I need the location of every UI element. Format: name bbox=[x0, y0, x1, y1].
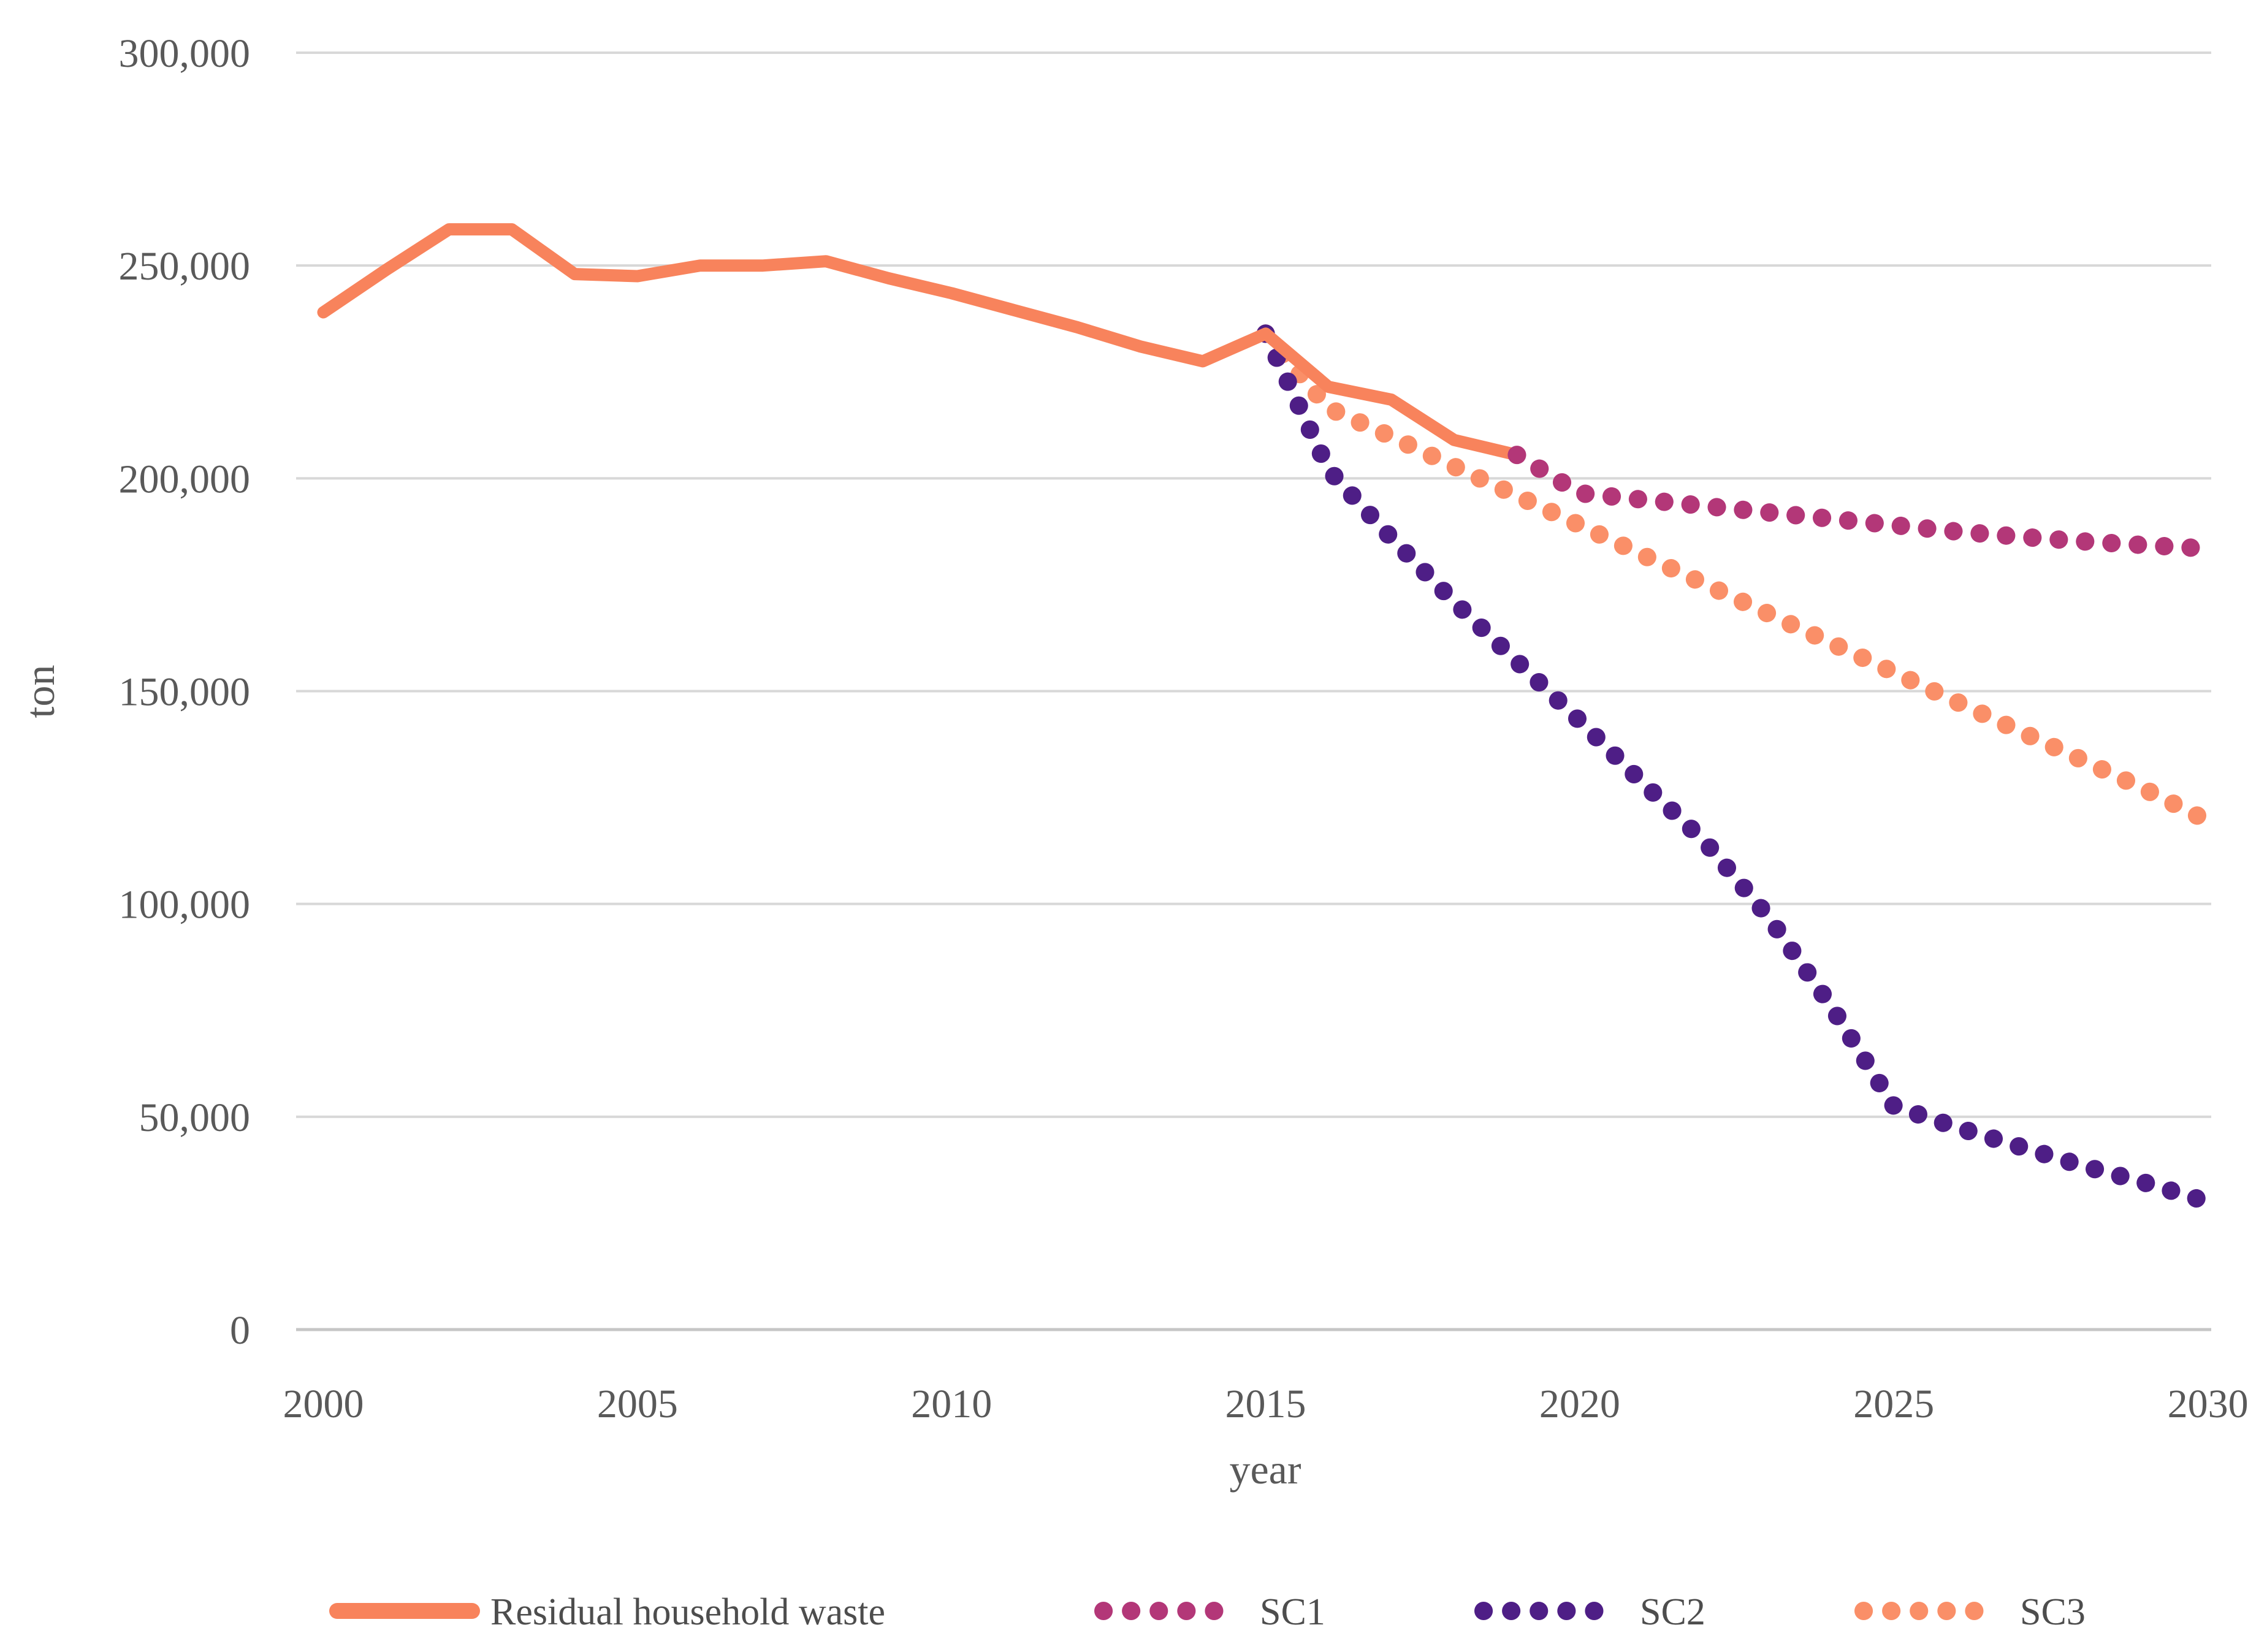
series-layer bbox=[317, 223, 2217, 1211]
series-line-sc3 bbox=[1256, 324, 2217, 831]
legend: Residual household waste SC1 SC2 SC3 bbox=[329, 1591, 2086, 1633]
x-tick-label-2030: 2030 bbox=[2168, 1382, 2248, 1426]
x-tick-label-2000: 2000 bbox=[283, 1382, 364, 1426]
y-tick-label-100,000: 100,000 bbox=[119, 883, 251, 927]
y-axis-title: ton bbox=[17, 665, 63, 718]
legend-label-sc3: SC3 bbox=[2020, 1591, 2086, 1633]
y-tick-label-0: 0 bbox=[230, 1308, 250, 1353]
x-tick-label-2005: 2005 bbox=[597, 1382, 678, 1426]
y-tick-label-250,000: 250,000 bbox=[119, 244, 251, 289]
legend-item-sc2: SC2 bbox=[1474, 1591, 1705, 1633]
series-line-sc1 bbox=[1507, 446, 2217, 558]
x-tick-label-2020: 2020 bbox=[1539, 1382, 1620, 1426]
legend-label-residual-household-waste: Residual household waste bbox=[490, 1591, 885, 1633]
x-axis-title: year bbox=[1229, 1446, 1301, 1493]
series-line-residual-household-waste bbox=[317, 223, 1523, 462]
y-tick-label-200,000: 200,000 bbox=[119, 457, 251, 501]
series-line-sc2 bbox=[1256, 324, 2217, 1211]
legend-item-residual-household-waste: Residual household waste bbox=[329, 1591, 885, 1633]
x-tick-label-2025: 2025 bbox=[1853, 1382, 1934, 1426]
legend-label-sc2: SC2 bbox=[1640, 1591, 1705, 1633]
y-tick-label-300,000: 300,000 bbox=[119, 31, 251, 76]
y-tick-label-150,000: 150,000 bbox=[119, 670, 251, 715]
x-tick-label-2015: 2015 bbox=[1225, 1382, 1306, 1426]
grid-layer bbox=[296, 51, 2211, 1331]
legend-label-sc1: SC1 bbox=[1260, 1591, 1325, 1633]
tick-layer: 0 50,000 100,000 150,000 200,000 250,000 300,0… bbox=[119, 31, 2248, 1426]
legend-item-sc1: SC1 bbox=[1094, 1591, 1325, 1633]
y-tick-label-50,000: 50,000 bbox=[139, 1095, 251, 1140]
legend-item-sc3: SC3 bbox=[1854, 1591, 2086, 1633]
x-tick-label-2010: 2010 bbox=[911, 1382, 992, 1426]
